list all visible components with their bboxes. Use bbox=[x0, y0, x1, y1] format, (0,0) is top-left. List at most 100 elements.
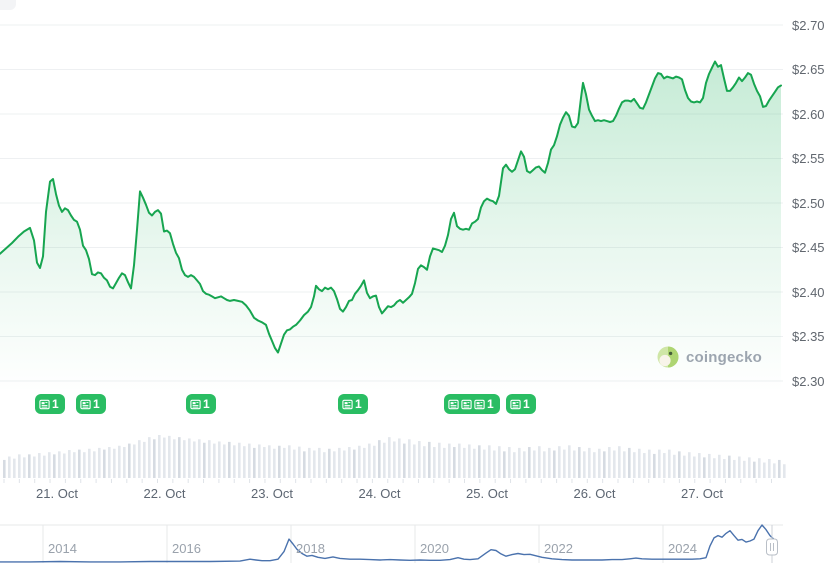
price-tick-label: $2.70 bbox=[792, 17, 825, 33]
volume-bar bbox=[638, 448, 641, 478]
volume-bar bbox=[643, 453, 646, 478]
volume-bar bbox=[413, 444, 416, 478]
volume-bar bbox=[28, 454, 31, 478]
navigator-handle-grip[interactable] bbox=[766, 538, 778, 556]
volume-bar bbox=[363, 447, 366, 478]
news-annotation-badge[interactable]: 1 bbox=[76, 394, 106, 414]
volume-bar bbox=[143, 441, 146, 478]
volume-bar bbox=[653, 453, 656, 478]
history-navigator[interactable] bbox=[0, 524, 783, 563]
volume-bar bbox=[728, 455, 731, 478]
volume-bar bbox=[288, 445, 291, 478]
volume-bar bbox=[598, 448, 601, 478]
volume-bar bbox=[778, 459, 781, 478]
volume-bar bbox=[628, 447, 631, 478]
volume-bar bbox=[168, 435, 171, 478]
volume-bar bbox=[33, 456, 36, 478]
chart-hover-area[interactable] bbox=[0, 10, 783, 390]
price-area-path bbox=[0, 61, 781, 392]
volume-bar bbox=[193, 441, 196, 478]
volume-bar bbox=[103, 449, 106, 478]
volume-bar bbox=[418, 441, 421, 478]
news-annotation-badge[interactable]: 1 bbox=[35, 394, 65, 414]
volume-bar bbox=[538, 446, 541, 478]
volume-bar bbox=[693, 456, 696, 478]
navigator-series-line bbox=[0, 524, 778, 563]
volume-bar bbox=[258, 444, 261, 478]
news-icon bbox=[448, 399, 459, 409]
news-count: 1 bbox=[355, 397, 362, 411]
date-tick-label: 26. Oct bbox=[573, 486, 616, 501]
volume-bar bbox=[153, 439, 156, 478]
news-annotation-badge[interactable]: 1 bbox=[186, 394, 216, 414]
volume-bar bbox=[403, 443, 406, 478]
volume-bar bbox=[593, 452, 596, 478]
price-tick-label: $2.40 bbox=[792, 284, 825, 300]
volume-bar bbox=[3, 459, 6, 478]
volume-bar bbox=[548, 447, 551, 478]
volume-bar bbox=[323, 452, 326, 478]
news-icon bbox=[39, 399, 50, 409]
volume-bar bbox=[688, 452, 691, 478]
volume-bar bbox=[743, 460, 746, 478]
volume-bar bbox=[423, 446, 426, 478]
volume-bar bbox=[758, 458, 761, 478]
date-tick-label: 21. Oct bbox=[36, 486, 78, 501]
volume-bar bbox=[163, 437, 166, 478]
news-annotation-badge[interactable]: 1 bbox=[338, 394, 368, 414]
volume-bar bbox=[328, 448, 331, 478]
volume-bar bbox=[243, 446, 246, 478]
volume-bar bbox=[208, 440, 211, 478]
volume-bar bbox=[88, 448, 91, 478]
volume-bar bbox=[148, 437, 151, 478]
volume-bar bbox=[248, 443, 251, 478]
volume-bar bbox=[713, 458, 716, 478]
price-tick-label: $2.55 bbox=[792, 151, 825, 166]
volume-bar bbox=[313, 450, 316, 478]
volume-bar bbox=[228, 441, 231, 478]
volume-bar bbox=[233, 445, 236, 478]
price-tick-label: $2.45 bbox=[792, 240, 825, 255]
volume-bar bbox=[383, 442, 386, 478]
volume-bar bbox=[58, 451, 61, 478]
volume-bar bbox=[498, 446, 501, 478]
volume-bar bbox=[273, 448, 276, 478]
news-icon bbox=[80, 399, 91, 409]
volume-bar bbox=[68, 450, 71, 478]
volume-bar bbox=[98, 447, 101, 478]
volume-bar bbox=[558, 446, 561, 478]
volume-bar bbox=[683, 455, 686, 478]
volume-bar bbox=[768, 459, 771, 478]
news-count: 1 bbox=[93, 397, 100, 411]
volume-bar bbox=[283, 447, 286, 478]
volume-bar bbox=[508, 447, 511, 478]
navigator-year-label: 2020 bbox=[420, 541, 449, 556]
volume-bar bbox=[428, 441, 431, 478]
news-annotation-badge[interactable]: 1 bbox=[506, 394, 536, 414]
volume-bar bbox=[448, 443, 451, 478]
volume-bar bbox=[368, 443, 371, 478]
volume-bar bbox=[348, 447, 351, 478]
coingecko-watermark: coingecko bbox=[657, 346, 762, 368]
volume-bar bbox=[568, 445, 571, 478]
volume-bar bbox=[13, 458, 16, 478]
volume-bar bbox=[503, 451, 506, 478]
news-count: 1 bbox=[523, 397, 530, 411]
volume-bar bbox=[613, 450, 616, 478]
volume-bar bbox=[298, 446, 301, 478]
volume-bar bbox=[668, 449, 671, 478]
volume-bar bbox=[8, 456, 11, 478]
news-count: 1 bbox=[52, 397, 59, 411]
volume-bar bbox=[698, 453, 701, 478]
date-tick-label: 22. Oct bbox=[143, 486, 186, 501]
volume-bar bbox=[658, 449, 661, 478]
volume-bar bbox=[588, 447, 591, 478]
volume-bar bbox=[663, 453, 666, 478]
volume-bar bbox=[293, 449, 296, 478]
navigator-handle[interactable] bbox=[766, 538, 778, 556]
volume-bar bbox=[18, 454, 21, 478]
volume-bar bbox=[23, 457, 26, 478]
news-annotation-badge[interactable]: 1 bbox=[444, 394, 500, 414]
news-icon bbox=[190, 399, 201, 409]
